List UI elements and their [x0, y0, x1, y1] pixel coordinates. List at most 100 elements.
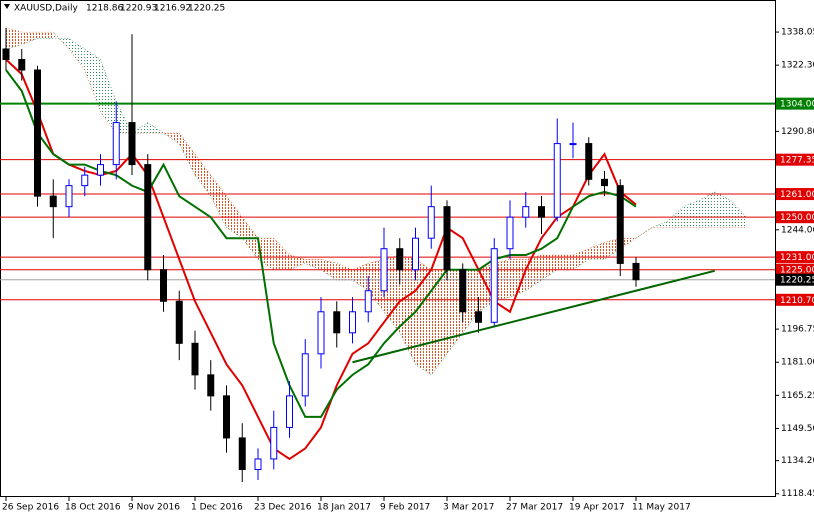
y-tick-label: 1338.05: [781, 28, 814, 38]
candle-body: [175, 300, 183, 344]
ohlc-low: 1216.92: [154, 4, 191, 14]
candle-body: [207, 374, 215, 397]
cloud-segment: [163, 133, 180, 144]
cloud-segment: [714, 191, 731, 228]
cloud-segment: [399, 255, 416, 365]
level-label: 1225.00: [780, 266, 814, 276]
x-tick-label: 19 Apr 2017: [569, 503, 625, 513]
cloud-segment: [352, 263, 369, 291]
candle-body: [538, 206, 545, 218]
candle-body: [2, 48, 10, 60]
candle-body: [65, 185, 73, 208]
cloud-segment: [699, 191, 715, 228]
kijun-line: [5, 69, 637, 418]
x-tick-label: 18 Jan 2017: [317, 503, 371, 513]
x-tick-label: 1 Dec 2016: [191, 503, 243, 513]
level-label: 1250.00: [780, 213, 814, 223]
candle-body: [238, 437, 246, 470]
level-label: 1210.70: [780, 296, 814, 306]
level-tag: [776, 251, 814, 264]
candle-body: [301, 353, 309, 397]
cloud-segment: [6, 27, 22, 49]
candle-body: [364, 290, 372, 313]
candle-body: [553, 143, 561, 218]
y-tick-label: 1322.30: [781, 61, 814, 71]
candle-body: [522, 206, 530, 218]
level-tag: [776, 97, 814, 110]
level-label: 1261.00: [780, 190, 814, 200]
cloud-segment: [21, 32, 38, 45]
cloud-segment: [53, 32, 69, 49]
cloud-segment: [273, 238, 290, 270]
cloud-segment: [541, 255, 558, 281]
candle-body: [443, 206, 451, 271]
x-tick-label: 11 May 2017: [632, 503, 691, 513]
plot-frame: [0, 0, 776, 497]
y-tick-label: 1181.00: [781, 358, 814, 368]
cloud-segment: [730, 200, 747, 228]
candle-body: [506, 216, 514, 250]
y-tick-label: 1290.80: [781, 127, 814, 137]
y-tick-label: 1118.45: [781, 489, 814, 499]
level-label: 1220.25: [780, 276, 814, 286]
symbol: XAUUSD,Daily: [14, 4, 78, 14]
level-tag: [776, 293, 814, 306]
cloud-segment: [510, 259, 526, 298]
candle-body: [632, 262, 640, 281]
candle-body: [396, 248, 404, 271]
candle-body: [601, 178, 608, 187]
level-label: 1231.00: [780, 253, 814, 263]
x-tick-label: 3 Mar 2017: [443, 503, 494, 513]
cloud-segment: [651, 221, 668, 228]
candle-body: [412, 237, 419, 271]
candle-body: [81, 174, 89, 187]
ohlc-open: 1218.86: [86, 4, 123, 14]
x-tick-label: 26 Sep 2016: [2, 503, 59, 513]
candle-body: [569, 143, 577, 146]
y-tick-label: 1134.20: [781, 456, 814, 466]
cloud-segment: [289, 255, 306, 270]
tenkan-line: [5, 58, 637, 461]
level-label: 1277.35: [780, 156, 814, 166]
cloud-segment: [431, 269, 447, 375]
candle-body: [490, 248, 498, 323]
cloud-segment: [84, 48, 101, 113]
cloud-segment: [69, 38, 85, 71]
candle-body: [286, 395, 293, 428]
cloud-segment: [210, 175, 227, 228]
cloud-segment: [179, 133, 195, 176]
cloud-segment: [462, 269, 479, 333]
cloud-segment: [415, 259, 432, 375]
cloud-segment: [305, 259, 321, 270]
candle-body: [49, 195, 57, 208]
candle-body: [112, 122, 120, 166]
cloud-segment: [100, 59, 117, 134]
header: XAUUSD,Daily 1218.86 1220.93 1216.92 122…: [4, 4, 225, 14]
cloud-segment: [604, 238, 621, 260]
cloud-segment: [195, 154, 211, 197]
level-tag: [776, 188, 814, 201]
candle-body: [317, 311, 325, 355]
ohlc-close: 1220.25: [188, 4, 225, 14]
level-tag: [776, 263, 814, 276]
cloud-segment: [384, 255, 400, 333]
cloud-segment: [557, 255, 573, 270]
candle-body: [427, 206, 435, 239]
candle-body: [97, 164, 104, 176]
level-label: 1304.00: [780, 100, 814, 110]
x-tick-label: 27 Mar 2017: [506, 503, 563, 513]
candle-body: [380, 248, 388, 292]
candle-body: [475, 311, 482, 323]
cloud-edge: [5, 38, 747, 376]
candle-body: [144, 164, 152, 271]
x-tick-label: 9 Nov 2016: [128, 503, 180, 513]
cloud-segment: [147, 122, 164, 134]
cloud-segment: [447, 269, 463, 354]
candle-body: [585, 143, 593, 180]
candle-body: [270, 426, 278, 460]
candle-body: [128, 122, 136, 166]
cloud-segment: [683, 200, 699, 228]
trendline: [352, 269, 715, 364]
candle-body: [160, 269, 167, 302]
